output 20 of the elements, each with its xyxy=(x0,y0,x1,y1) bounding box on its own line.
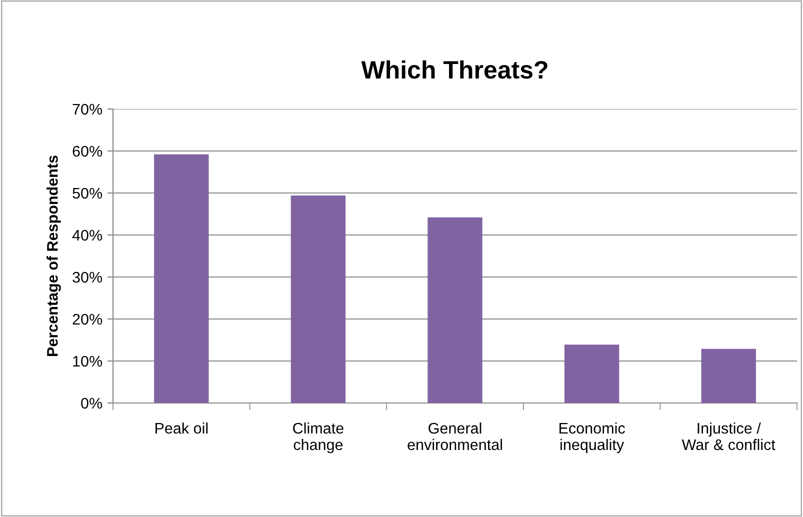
bar xyxy=(428,217,482,403)
x-tick-label: Climate change xyxy=(293,422,344,454)
x-tick-label: Injustice / War & conflict xyxy=(682,422,776,450)
bar xyxy=(564,344,620,403)
chart-title: Which Threats? xyxy=(361,60,548,79)
y-tick-label: 30% xyxy=(72,272,102,283)
x-tick-label: Economic inequality xyxy=(560,422,625,454)
y-tick-label: 0% xyxy=(81,398,102,409)
x-tick-label: Peak oil xyxy=(155,422,208,434)
x-tick-label: General environmental xyxy=(408,422,502,450)
y-tick-label: 70% xyxy=(72,104,102,115)
y-axis-title: Percentage of Respondents xyxy=(46,156,61,356)
bar xyxy=(154,154,209,403)
y-tick-label: 10% xyxy=(73,356,102,367)
y-tick-label: 40% xyxy=(72,230,102,241)
bar xyxy=(701,348,756,403)
y-tick-label: 20% xyxy=(72,314,102,325)
bar xyxy=(290,196,346,403)
y-tick-label: 50% xyxy=(72,188,102,199)
y-tick-label: 60% xyxy=(72,146,102,157)
